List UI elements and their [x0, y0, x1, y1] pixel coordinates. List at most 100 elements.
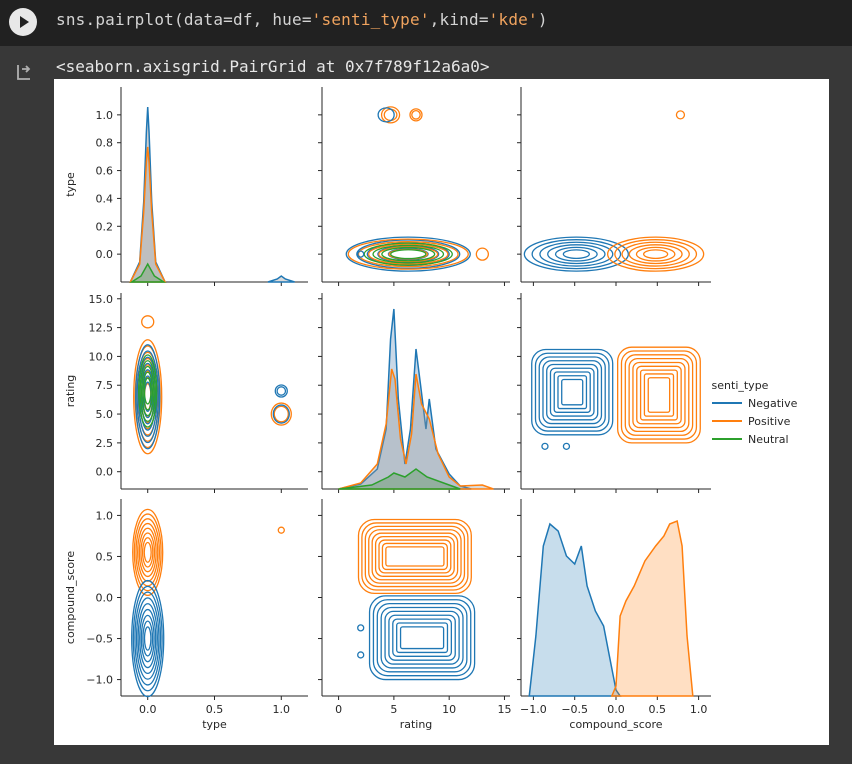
y-tick-label: 0.5	[96, 550, 114, 563]
contour-rating-compound-negative	[392, 618, 453, 657]
contour-compound-rating-positive	[617, 346, 701, 444]
kde-rating-negative	[338, 308, 472, 490]
contour-type-compound-negative	[140, 614, 155, 663]
contour-rating-compound-positive	[368, 529, 462, 584]
contour-compound-rating-positive	[639, 369, 678, 421]
contour-type-rating-negative	[136, 350, 159, 444]
contour-rating-type-positive	[380, 106, 401, 124]
contour-rating-type-negative	[357, 250, 365, 258]
contour-rating-compound-negative	[372, 599, 472, 677]
code-mid: ,kind=	[429, 10, 489, 29]
contour-type-compound-negative	[134, 591, 162, 686]
contour-compound-rating-positive	[643, 373, 675, 417]
contour-type-compound-negative	[143, 626, 152, 651]
y-tick-label: 2.5	[96, 437, 114, 450]
contour-type-rating-positive	[133, 339, 163, 455]
contour-compound-rating-negative	[553, 371, 591, 413]
contour-rating-compound-negative	[357, 624, 365, 632]
contour-type-rating-positive	[270, 402, 292, 426]
contour-compound-rating-negative	[531, 348, 614, 436]
contour-compound-type-positive	[675, 110, 686, 120]
contour-type-rating-negative	[135, 344, 161, 450]
output-arrow-icon[interactable]	[14, 62, 34, 82]
contour-compound-rating-negative	[534, 352, 610, 432]
contour-type-compound-positive	[277, 526, 285, 534]
contour-type-compound-negative	[139, 608, 157, 669]
output-repr-text: <seaborn.axisgrid.PairGrid at 0x7f789f12…	[56, 57, 490, 76]
contour-compound-rating-positive	[647, 377, 671, 413]
contour-compound-rating-positive	[628, 358, 690, 433]
contour-rating-type-positive	[347, 238, 469, 270]
contour-rating-type-positive	[475, 247, 490, 261]
contour-type-rating-neutral	[140, 365, 155, 417]
contour-compound-rating-positive	[632, 361, 686, 429]
contour-compound-rating-negative	[557, 375, 588, 410]
contour-compound-type-positive	[628, 244, 683, 265]
contour-type-compound-positive	[133, 513, 162, 592]
code-line[interactable]: sns.pairplot(data=df, hue='senti_type',k…	[56, 10, 548, 29]
contour-compound-type-positive	[635, 246, 676, 262]
run-cell-button[interactable]	[9, 8, 37, 36]
contour-compound-rating-negative	[542, 360, 603, 425]
code-suffix: )	[537, 10, 548, 29]
contour-rating-compound-negative	[384, 610, 460, 665]
code-prefix: sns.pairplot(data=df, hue=	[56, 10, 312, 29]
contour-compound-type-negative	[554, 246, 598, 262]
y-tick-label: 10.0	[89, 350, 114, 363]
contour-compound-type-positive	[621, 241, 690, 267]
contour-compound-rating-negative	[541, 442, 549, 450]
contour-rating-type-positive	[357, 241, 459, 268]
contour-type-compound-negative	[132, 585, 163, 692]
contour-rating-compound-negative	[357, 651, 365, 659]
contour-rating-compound-negative	[380, 606, 464, 669]
pairplot-svg: 0.0 0.2 0.4 0.6 0.8 1.0 type 0.0 2.5 5.0 7.5 10.0 12…	[64, 87, 798, 731]
x-tick-label: 10	[442, 703, 456, 716]
contour-rating-type-positive	[383, 108, 398, 122]
contour-type-compound-positive	[140, 532, 156, 573]
contour-rating-compound-positive	[357, 518, 472, 595]
contour-type-compound-negative	[135, 597, 160, 680]
contour-rating-type-neutral	[390, 249, 427, 260]
contour-type-compound-positive	[132, 508, 164, 597]
code-string-kind: 'kde'	[488, 10, 538, 29]
contour-type-rating-positive	[141, 315, 155, 329]
x-tick-label: 5	[390, 703, 397, 716]
contour-rating-type-positive	[368, 243, 449, 265]
kde-rating-positive	[338, 368, 494, 490]
y-tick-label: −0.5	[86, 633, 113, 646]
pairplot-figure: 0.0 0.2 0.4 0.6 0.8 1.0 type 0.0 2.5 5.0 7.5 10.0 12…	[54, 79, 829, 745]
contour-type-rating-neutral	[139, 360, 156, 422]
contour-compound-rating-negative	[546, 363, 599, 421]
kde-rating-neutral	[338, 468, 461, 490]
y-tick-label: 0.0	[96, 466, 114, 479]
contour-compound-type-positive	[643, 249, 669, 260]
legend-entry-neutral: Neutral	[748, 433, 789, 446]
contour-rating-compound-negative	[396, 622, 449, 654]
contour-rating-compound-negative	[388, 614, 456, 661]
y-tick-label: 0.0	[96, 592, 114, 605]
y-tick-label: 15.0	[89, 293, 114, 306]
legend-entry-negative: Negative	[748, 397, 798, 410]
contour-rating-type-positive	[378, 246, 439, 263]
y-tick-label: 5.0	[96, 408, 114, 421]
y-tick-label: 7.5	[96, 379, 114, 392]
y-tick-label: 0.2	[96, 220, 114, 233]
y-tick-label: 1.0	[96, 509, 114, 522]
contour-type-rating-negative	[274, 384, 288, 398]
contour-rating-type-neutral	[381, 246, 436, 262]
y-tick-label: 0.4	[96, 192, 114, 205]
contour-compound-type-positive	[614, 239, 698, 270]
y-tick-label: −1.0	[86, 674, 113, 687]
contour-rating-type-positive	[411, 110, 421, 120]
contour-compound-rating-positive	[620, 350, 698, 440]
contour-compound-rating-negative	[561, 378, 584, 406]
code-string-hue: 'senti_type'	[311, 10, 430, 29]
code-cell[interactable]: sns.pairplot(data=df, hue='senti_type',k…	[0, 0, 852, 46]
legend-entry-positive: Positive	[748, 415, 791, 428]
contour-type-compound-negative	[142, 620, 154, 657]
x-tick-label: 1.0	[690, 703, 708, 716]
y-tick-label: 0.8	[96, 137, 114, 150]
contour-type-rating-neutral	[142, 371, 154, 411]
contour-rating-type-neutral	[372, 244, 445, 264]
contour-rating-type-negative	[345, 236, 471, 272]
